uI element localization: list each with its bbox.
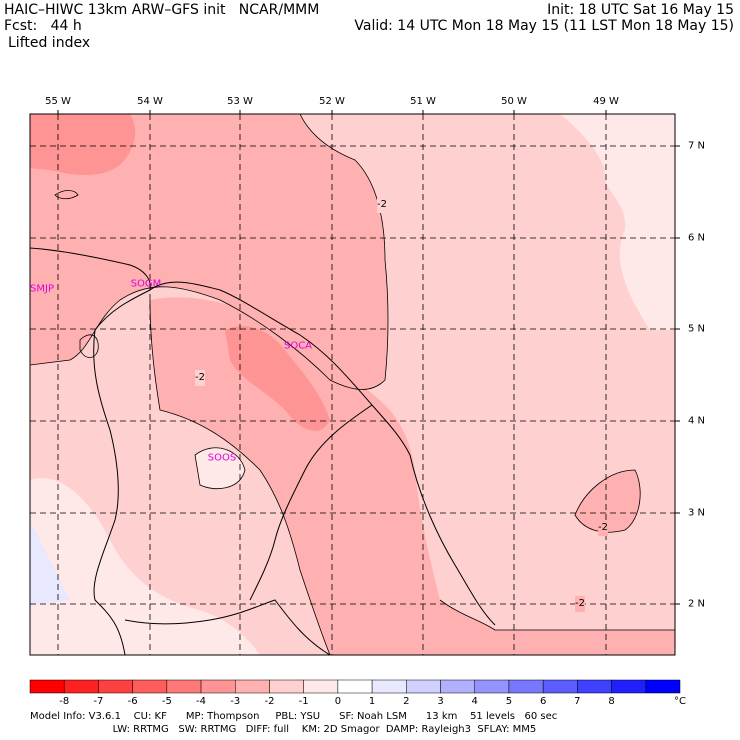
colorbar-swatch: [406, 679, 441, 694]
colorbar-tick-label: 0: [334, 696, 342, 707]
colorbar-tick-label: -6: [127, 696, 138, 707]
init-time: Init: 18 UTC Sat 16 May 15: [547, 2, 734, 18]
colorbar-tick-label: 3: [437, 696, 444, 707]
contour-line: [439, 599, 675, 631]
station-smjp: SMJP: [30, 283, 54, 295]
contour-label: -2: [598, 520, 608, 536]
colorbar-swatch: [200, 679, 236, 694]
forecast-hour: Fcst: 44 h: [4, 18, 82, 34]
colorbar-swatch: [63, 679, 99, 694]
lat-label-5n: 5 N: [688, 323, 706, 335]
colorbar-tick-label: 4: [471, 696, 478, 707]
colorbar-swatch: [269, 679, 304, 694]
contour-label: -2: [195, 370, 205, 386]
colorbar-swatch: [508, 679, 544, 694]
contour-line: [194, 447, 246, 490]
colorbar-tick-label: 5: [505, 696, 513, 707]
border-french-guiana: [249, 404, 373, 601]
contour-line: [149, 299, 331, 655]
colorbar-tick-label: -2: [264, 696, 275, 707]
colorbar-swatch: [303, 679, 339, 694]
colorbar-tick-label: -4: [196, 696, 207, 707]
lon-label-51w: 51 W: [410, 96, 436, 107]
lon-label-53w: 53 W: [227, 96, 253, 107]
colorbar-swatch: [542, 679, 578, 694]
field-pale-soos: [195, 447, 245, 489]
colorbar-tick-label: 6: [539, 696, 547, 707]
colorbar-swatch: [371, 679, 407, 694]
colorbar-swatch: [132, 679, 168, 694]
colorbar-tick-label: 2: [403, 696, 410, 707]
field-pale-sw: [30, 478, 260, 655]
contour-line: [30, 114, 389, 390]
field-pale-ne: [560, 114, 675, 330]
field-patch-east: [575, 470, 641, 533]
field-west-northwest: [30, 114, 389, 390]
lon-label-52w: 52 W: [319, 96, 345, 107]
lon-label-54w: 54 W: [137, 96, 163, 107]
map-frame: [29, 113, 676, 656]
lat-label-3n: 3 N: [688, 507, 706, 519]
colorbar-tick-label: 1: [368, 696, 376, 707]
footer-model-info: Model Info: V3.6.1 CU: KF MP: Thompson P…: [30, 711, 558, 722]
contours: [30, 114, 675, 655]
field-blue-patch: [30, 520, 70, 605]
contour-line: [79, 334, 99, 358]
colorbar-tick-label: -1: [298, 696, 309, 707]
colorbar-tick-label: -8: [59, 696, 70, 707]
lon-label-55w: 55 W: [45, 96, 71, 107]
lat-label-7n: 7 N: [688, 140, 706, 152]
colorbar-swatch: [337, 679, 373, 694]
field-patch-north: [30, 114, 136, 175]
lon-label-49w: 49 W: [593, 96, 619, 107]
colorbar-swatch: [29, 679, 65, 694]
tick-marks: [57, 110, 680, 605]
colorbar: [29, 679, 681, 694]
colorbar-swatch: [166, 679, 202, 694]
contour-label: -2: [377, 197, 387, 213]
lon-label-50w: 50 W: [501, 96, 527, 107]
contour-line: [54, 190, 79, 200]
colorbar-swatch: [440, 679, 475, 694]
lat-label-6n: 6 N: [688, 232, 706, 244]
station-soos: SOOS: [207, 452, 237, 464]
colorbar-tick-label: 7: [574, 696, 581, 707]
station-soca: SOCA: [283, 340, 313, 352]
shaded-field: [30, 114, 675, 655]
field-name: Lifted index: [8, 35, 91, 51]
colorbar-swatch: [645, 679, 681, 694]
station-sogm: SOGM: [130, 278, 162, 290]
colorbar-swatch: [235, 679, 270, 694]
border-south: [124, 599, 331, 655]
colorbar-swatch: [98, 679, 133, 694]
field-patch-soca: [225, 326, 330, 431]
colorbar-tick-label: 8: [608, 696, 615, 707]
lat-label-4n: 4 N: [688, 415, 706, 427]
colorbar-swatch: [611, 679, 647, 694]
lat-lon-grid: [30, 114, 675, 655]
colorbar-unit: °C: [674, 696, 686, 707]
colorbar-swatch: [474, 679, 510, 694]
valid-time: Valid: 14 UTC Mon 18 May 15 (11 LST Mon …: [354, 18, 734, 34]
model-title: HAIC–HIWC 13km ARW–GFS init NCAR/MMM: [4, 2, 320, 18]
colorbar-tick-label: -7: [93, 696, 104, 707]
colorbar-swatch: [577, 679, 612, 694]
colorbar-tick-label: -3: [230, 696, 241, 707]
lat-label-2n: 2 N: [688, 598, 706, 610]
coastline: [30, 247, 496, 626]
contour-label: -2: [575, 596, 585, 612]
colorbar-tick-label: -5: [161, 696, 172, 707]
footer-physics-info: LW: RRTMG SW: RRTMG DIFF: full KM: 2D Sm…: [30, 724, 537, 735]
